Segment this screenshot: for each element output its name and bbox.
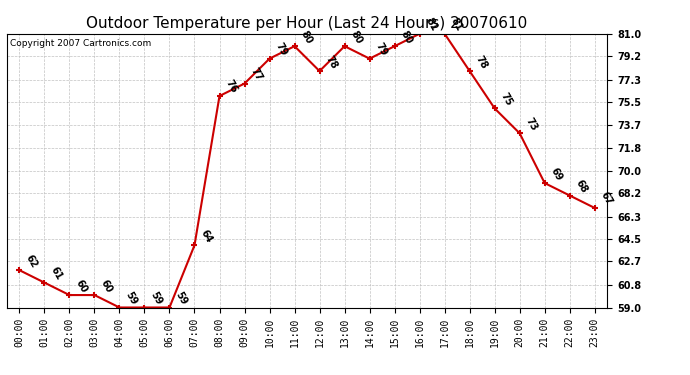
Text: 59: 59 [174,290,189,307]
Text: 68: 68 [574,178,589,195]
Text: 59: 59 [148,290,164,307]
Text: 60: 60 [74,278,89,294]
Text: 78: 78 [324,54,339,70]
Text: 59: 59 [124,290,139,307]
Text: 80: 80 [399,28,414,45]
Text: 64: 64 [199,228,214,244]
Text: 75: 75 [499,91,514,108]
Text: 81: 81 [424,16,440,33]
Text: 78: 78 [474,54,489,70]
Text: 73: 73 [524,116,539,132]
Text: 80: 80 [348,28,364,45]
Text: 79: 79 [274,41,289,58]
Text: 60: 60 [99,278,114,294]
Text: 61: 61 [48,265,64,282]
Text: 67: 67 [599,190,614,207]
Text: 77: 77 [248,66,264,83]
Text: 79: 79 [374,41,389,58]
Text: Copyright 2007 Cartronics.com: Copyright 2007 Cartronics.com [10,39,151,48]
Text: 69: 69 [549,166,564,182]
Text: 62: 62 [23,253,39,269]
Title: Outdoor Temperature per Hour (Last 24 Hours) 20070610: Outdoor Temperature per Hour (Last 24 Ho… [86,16,528,31]
Text: 76: 76 [224,78,239,95]
Text: 81: 81 [448,16,464,33]
Text: 80: 80 [299,28,314,45]
